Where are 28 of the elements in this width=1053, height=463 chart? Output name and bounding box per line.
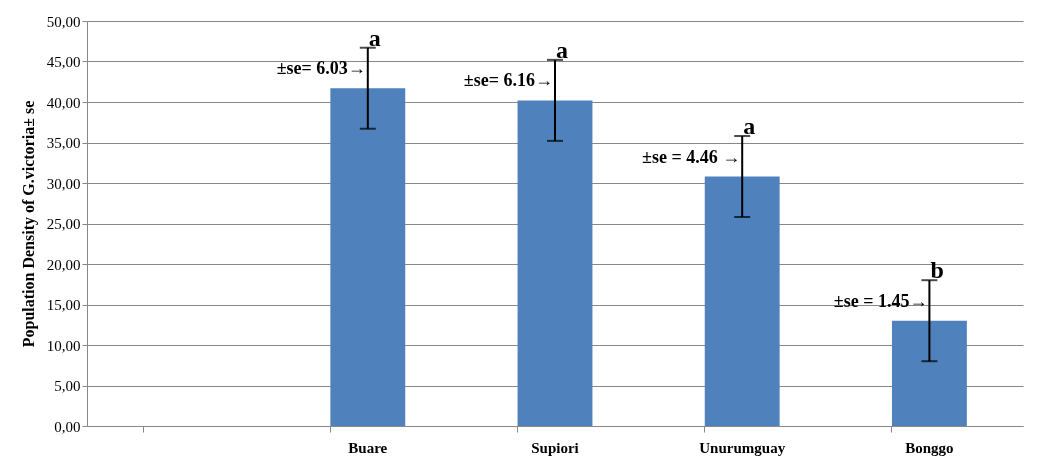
- annotation: ±se = 1.45→: [833, 290, 928, 311]
- y-tick-label: 50,00: [46, 13, 81, 30]
- y-tick-label: 15,00: [46, 297, 81, 313]
- x-tick-label: Supiori: [531, 439, 579, 456]
- annotation: a: [556, 36, 568, 63]
- y-tick-label: 10,00: [46, 337, 81, 354]
- annotation: a: [368, 24, 381, 51]
- bar: [517, 100, 593, 426]
- x-tick-label: Buare: [348, 439, 388, 456]
- bar: [891, 320, 967, 426]
- y-tick-label: 5,00: [54, 378, 81, 394]
- y-tick-label: 30,00: [46, 175, 81, 192]
- y-tick-label: 20,00: [46, 256, 81, 273]
- annotation: b: [930, 257, 944, 284]
- bar: [704, 176, 780, 426]
- annotation: a: [743, 113, 756, 140]
- x-tick-label: Unurumguay: [699, 439, 786, 456]
- annotation: ±se= 6.16→: [463, 70, 553, 91]
- y-tick-label: 40,00: [46, 94, 81, 111]
- y-tick-label: 35,00: [46, 135, 81, 151]
- x-tick-label: Bonggo: [905, 439, 954, 456]
- annotation: ±se= 6.03→: [276, 58, 366, 79]
- bar: [330, 88, 406, 426]
- y-tick-label: 0,00: [54, 418, 81, 435]
- y-tick-label: 25,00: [46, 216, 81, 232]
- annotation: ±se = 4.46 →: [642, 146, 741, 167]
- y-tick-label: 45,00: [46, 54, 81, 70]
- y-axis-title: Population Density of G.victoria± se: [19, 100, 38, 348]
